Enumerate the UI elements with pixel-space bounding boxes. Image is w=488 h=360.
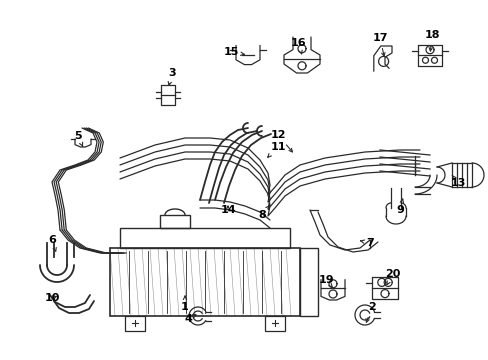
- Text: 20: 20: [385, 269, 400, 285]
- Text: 8: 8: [258, 205, 269, 220]
- Bar: [120, 228, 289, 248]
- Bar: [110, 248, 299, 316]
- Text: 13: 13: [449, 175, 465, 188]
- Text: 4: 4: [183, 314, 196, 324]
- Text: 7: 7: [360, 238, 373, 248]
- Text: 6: 6: [48, 235, 56, 251]
- Text: 18: 18: [424, 30, 439, 51]
- Bar: [125, 316, 145, 331]
- Text: 12: 12: [270, 130, 292, 152]
- Text: 16: 16: [289, 38, 305, 54]
- Text: 3: 3: [168, 68, 176, 85]
- Text: 9: 9: [395, 199, 403, 215]
- Bar: [264, 316, 285, 331]
- Text: 11: 11: [267, 142, 285, 157]
- Text: 10: 10: [44, 293, 60, 303]
- Text: 2: 2: [365, 302, 375, 322]
- Text: 17: 17: [371, 33, 387, 56]
- Text: 19: 19: [318, 275, 333, 288]
- Bar: [160, 215, 190, 228]
- Text: 5: 5: [74, 131, 82, 147]
- Text: 14: 14: [220, 205, 235, 215]
- Text: 1: 1: [181, 296, 188, 312]
- Text: 15: 15: [223, 47, 244, 57]
- Bar: [299, 248, 317, 316]
